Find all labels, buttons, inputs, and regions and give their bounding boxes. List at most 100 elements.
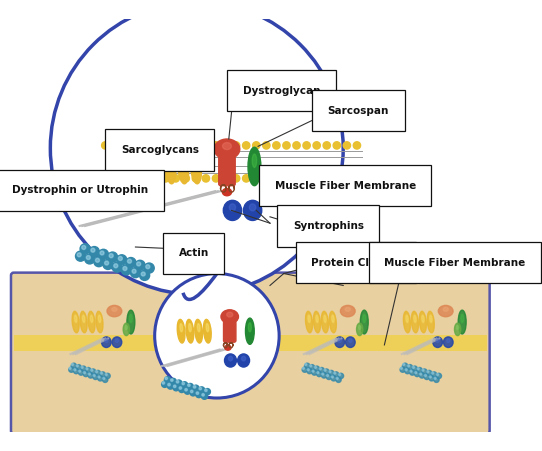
Circle shape	[123, 267, 127, 271]
Circle shape	[176, 381, 179, 383]
Circle shape	[190, 390, 193, 393]
Circle shape	[142, 142, 149, 149]
Circle shape	[80, 244, 90, 254]
Circle shape	[202, 394, 204, 396]
Text: Actin: Actin	[178, 249, 209, 258]
Circle shape	[302, 367, 307, 372]
Circle shape	[353, 142, 360, 149]
Ellipse shape	[242, 356, 246, 361]
Ellipse shape	[180, 323, 183, 332]
Circle shape	[333, 142, 340, 149]
Circle shape	[312, 370, 314, 372]
Circle shape	[333, 372, 339, 377]
Circle shape	[403, 364, 405, 365]
Circle shape	[105, 261, 108, 265]
Circle shape	[141, 272, 145, 276]
Circle shape	[205, 389, 207, 391]
Circle shape	[122, 175, 129, 182]
Ellipse shape	[225, 345, 231, 350]
Ellipse shape	[313, 311, 320, 333]
Circle shape	[293, 142, 300, 149]
Circle shape	[105, 373, 110, 378]
Circle shape	[314, 366, 317, 368]
Circle shape	[403, 363, 408, 368]
Ellipse shape	[194, 155, 198, 167]
Circle shape	[109, 254, 113, 258]
Ellipse shape	[189, 323, 191, 332]
Circle shape	[420, 373, 422, 375]
Circle shape	[182, 382, 188, 388]
Circle shape	[431, 372, 437, 377]
Circle shape	[190, 390, 196, 396]
Ellipse shape	[321, 311, 328, 333]
Circle shape	[76, 364, 81, 370]
Circle shape	[204, 389, 210, 395]
Circle shape	[142, 175, 149, 182]
Circle shape	[212, 175, 220, 182]
Ellipse shape	[107, 305, 122, 317]
Circle shape	[132, 142, 139, 149]
Circle shape	[434, 377, 436, 379]
Circle shape	[201, 393, 208, 399]
Text: Protein Cluster: Protein Cluster	[311, 258, 400, 267]
Ellipse shape	[420, 311, 427, 333]
Circle shape	[303, 175, 310, 182]
Ellipse shape	[169, 155, 172, 167]
Circle shape	[182, 382, 184, 385]
Ellipse shape	[461, 314, 463, 322]
Circle shape	[427, 371, 429, 373]
Ellipse shape	[96, 311, 103, 333]
Circle shape	[98, 376, 103, 381]
Ellipse shape	[430, 315, 432, 322]
Circle shape	[83, 372, 86, 374]
Circle shape	[410, 370, 412, 372]
Circle shape	[95, 370, 101, 376]
Circle shape	[323, 142, 331, 149]
Circle shape	[71, 363, 76, 368]
Circle shape	[328, 370, 334, 376]
Circle shape	[222, 142, 230, 149]
Circle shape	[313, 175, 320, 182]
Text: Muscle Fiber Membrane: Muscle Fiber Membrane	[275, 181, 416, 191]
Circle shape	[331, 376, 337, 381]
Text: Muscle Fiber Membrane: Muscle Fiber Membrane	[384, 258, 526, 267]
Ellipse shape	[156, 155, 159, 167]
Circle shape	[336, 377, 338, 379]
Circle shape	[420, 373, 424, 378]
Circle shape	[405, 368, 410, 374]
Circle shape	[319, 368, 324, 373]
Ellipse shape	[338, 339, 341, 342]
Circle shape	[170, 378, 176, 385]
Circle shape	[171, 379, 173, 382]
Circle shape	[323, 175, 331, 182]
Circle shape	[121, 265, 131, 275]
Ellipse shape	[455, 323, 461, 336]
Circle shape	[326, 374, 332, 380]
Circle shape	[91, 248, 95, 252]
Circle shape	[273, 142, 280, 149]
Ellipse shape	[248, 147, 261, 186]
Circle shape	[198, 387, 205, 393]
Ellipse shape	[222, 143, 231, 150]
Ellipse shape	[123, 323, 130, 336]
Circle shape	[329, 371, 331, 373]
Ellipse shape	[427, 311, 434, 333]
Circle shape	[333, 175, 340, 182]
Circle shape	[343, 175, 351, 182]
Ellipse shape	[360, 310, 368, 334]
Circle shape	[135, 260, 145, 270]
Circle shape	[100, 372, 102, 374]
Ellipse shape	[243, 200, 262, 221]
Circle shape	[233, 175, 240, 182]
Ellipse shape	[115, 339, 119, 342]
FancyBboxPatch shape	[11, 273, 489, 434]
Circle shape	[324, 369, 326, 371]
Circle shape	[317, 371, 322, 377]
Circle shape	[319, 368, 321, 370]
Circle shape	[412, 366, 415, 368]
Ellipse shape	[443, 337, 453, 347]
Circle shape	[222, 175, 230, 182]
Ellipse shape	[414, 315, 416, 322]
FancyBboxPatch shape	[223, 321, 236, 342]
Text: Sarcoglycans: Sarcoglycans	[121, 145, 199, 155]
